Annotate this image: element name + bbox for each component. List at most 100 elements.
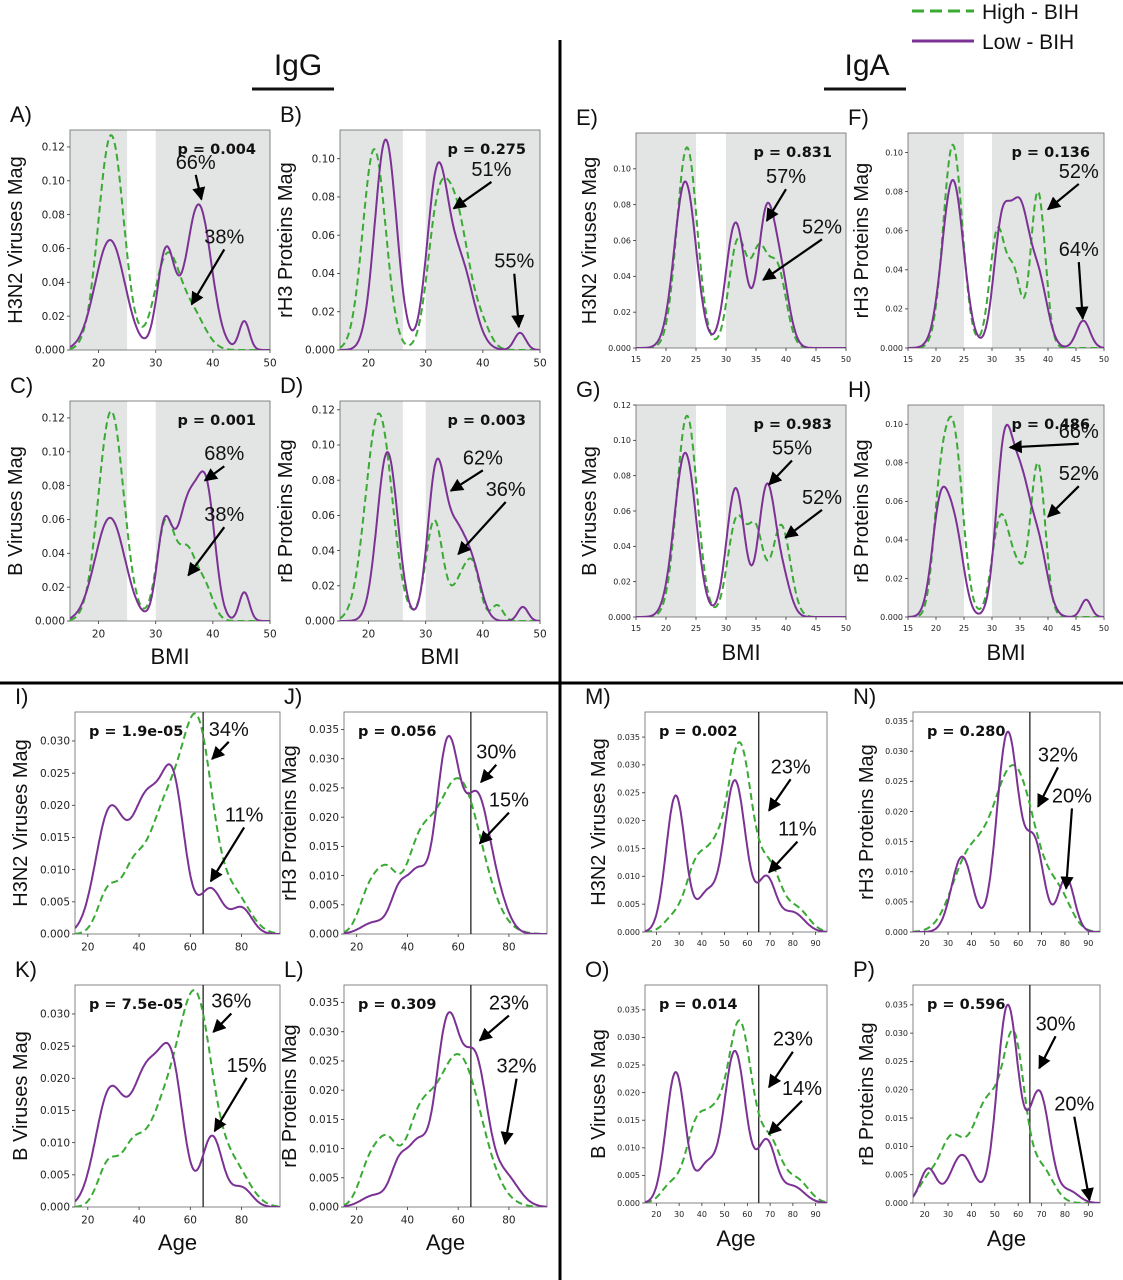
- plot-frame: [907, 132, 1105, 349]
- shaded-region: [155, 130, 270, 350]
- percent-annotation: 38%: [204, 504, 244, 526]
- low-bih-curve: [636, 180, 846, 348]
- series-group: [636, 146, 846, 348]
- y-tick-label: 0.010: [617, 872, 640, 881]
- percent-annotation: 55%: [494, 251, 534, 273]
- x-tick-label: 60: [1013, 1210, 1023, 1219]
- x-tick-label: 30: [674, 939, 684, 948]
- y-tick-label: 0.010: [309, 870, 339, 882]
- panel-f: 15 20 25 30 35 40 45 50 0.000 0.02 0.04 0.06 0.08 0.1…: [848, 105, 1109, 364]
- y-tick-label: 0.010: [885, 1142, 908, 1151]
- shaded-region: [155, 401, 270, 621]
- annotation-arrow: [187, 526, 226, 577]
- y-tick-label: 0.06: [42, 514, 66, 526]
- annotation-arrow: [457, 501, 507, 556]
- y-axis-label: H3N2 Viruses Mag: [588, 738, 610, 905]
- y-tick-label: 0.02: [613, 308, 631, 317]
- y-tick-label: 0.08: [42, 209, 65, 221]
- y-tick-label: 0.02: [42, 311, 65, 323]
- y-tick-label: 0.08: [312, 475, 335, 487]
- y-tick-label: 0.08: [613, 471, 631, 480]
- p-value: p = 0.280: [927, 724, 1006, 740]
- y-tick-label: 0.000: [35, 616, 65, 628]
- y-tick-label: 0.005: [617, 1171, 640, 1180]
- y-tick-label: 0.06: [885, 227, 903, 236]
- y-tick-label: 0.000: [309, 929, 339, 941]
- y-tick-label: 0.04: [885, 266, 903, 275]
- percent-annotation: 15%: [489, 790, 529, 812]
- plot-frame: [912, 984, 1101, 1204]
- y-tick-label: 0.025: [885, 777, 908, 786]
- annotation-arrow: [768, 459, 793, 486]
- panel-p: 20 30 40 50 60 70 80 90 0.000 0.005 0.010 0.015 0.02…: [853, 957, 1101, 1251]
- x-tick-label: 40: [697, 1210, 707, 1219]
- annotation-arrow: [768, 778, 792, 812]
- percent-annotation: 30%: [476, 742, 516, 764]
- y-tick-label: 0.08: [885, 187, 903, 196]
- panel-c: 20 30 40 50 0.000 0.02 0.04 0.06 0.08 0.10 0.12 C) p…: [5, 373, 277, 669]
- panel-k: 20 40 60 80 0.000 0.005 0.010 0.015 0.020 0.025 0.…: [10, 957, 281, 1255]
- y-tick-label: 0.10: [42, 175, 65, 187]
- y-tick-label: 0.02: [885, 574, 903, 583]
- annotation-arrow: [500, 1078, 518, 1146]
- percent-annotation: 51%: [471, 159, 511, 181]
- p-value: p = 0.309: [358, 997, 437, 1013]
- plot-frame: [74, 711, 281, 935]
- shaded-region: [726, 133, 846, 348]
- y-tick-label: 0.015: [617, 1116, 640, 1125]
- y-tick-label: 0.015: [885, 1114, 908, 1123]
- y-axis-label: B Viruses Mag: [10, 1031, 32, 1161]
- y-tick-label: 0.025: [617, 1061, 640, 1070]
- y-tick-label: 0.12: [42, 413, 65, 425]
- y-tick-label: 0.025: [40, 768, 70, 780]
- y-tick-label: 0.10: [885, 420, 903, 429]
- series-group: [75, 712, 280, 934]
- y-tick-label: 0.04: [885, 536, 903, 545]
- y-tick-label: 0.010: [309, 1143, 339, 1155]
- x-tick-label: 60: [742, 1210, 752, 1219]
- p-value: p = 0.275: [448, 142, 527, 158]
- x-tick-label: 40: [132, 1215, 145, 1227]
- plot-frame: [912, 711, 1101, 933]
- percent-annotation: 11%: [225, 804, 264, 826]
- x-tick-label: 40: [206, 629, 219, 641]
- panel-label: H): [848, 377, 871, 402]
- y-tick-label: 0.12: [42, 142, 65, 154]
- x-tick-label: 30: [149, 358, 162, 370]
- x-tick-label: 90: [1083, 1210, 1093, 1219]
- y-tick-label: 0.000: [608, 613, 631, 622]
- legend: High - BIH Low - BIH: [912, 1, 1079, 54]
- iga-header: IgA: [844, 49, 889, 82]
- panel-g: 15 20 25 30 35 40 45 50 0.000 0.02 0.04 0.06 0.08 0.1…: [576, 377, 851, 665]
- x-tick-label: 60: [742, 939, 752, 948]
- percent-annotation: 15%: [227, 1055, 267, 1077]
- x-tick-label: 40: [476, 629, 489, 641]
- high-bih-curve: [340, 412, 540, 621]
- y-tick-label: 0.025: [885, 1057, 908, 1066]
- x-tick-label: 50: [841, 624, 851, 633]
- percent-annotation: 52%: [1059, 463, 1099, 485]
- y-tick-label: 0.000: [880, 613, 903, 622]
- shaded-region: [340, 401, 403, 621]
- series-group: [636, 414, 846, 617]
- panel-label: N): [853, 684, 876, 709]
- x-tick-label: 20: [920, 939, 930, 948]
- x-tick-label: 40: [966, 939, 976, 948]
- annotation-arrow: [1075, 262, 1089, 320]
- percent-annotation: 30%: [1036, 1013, 1076, 1035]
- panel-label: K): [15, 957, 37, 982]
- plot-frame: [69, 129, 271, 351]
- x-tick-label: 50: [263, 358, 276, 370]
- y-tick-label: 0.02: [312, 580, 335, 592]
- series-group: [340, 138, 540, 350]
- y-tick-label: 0.035: [617, 733, 640, 742]
- x-tick-label: 90: [811, 1210, 821, 1219]
- annotation-arrow: [480, 764, 498, 784]
- x-tick-label: 45: [1071, 355, 1081, 364]
- x-tick-label: 40: [781, 624, 791, 633]
- low-bih-curve: [645, 1049, 827, 1203]
- x-axis-label: BMI: [420, 644, 459, 669]
- p-value: p = 0.056: [358, 724, 437, 740]
- x-tick-label: 35: [1015, 624, 1025, 633]
- x-tick-label: 40: [206, 358, 219, 370]
